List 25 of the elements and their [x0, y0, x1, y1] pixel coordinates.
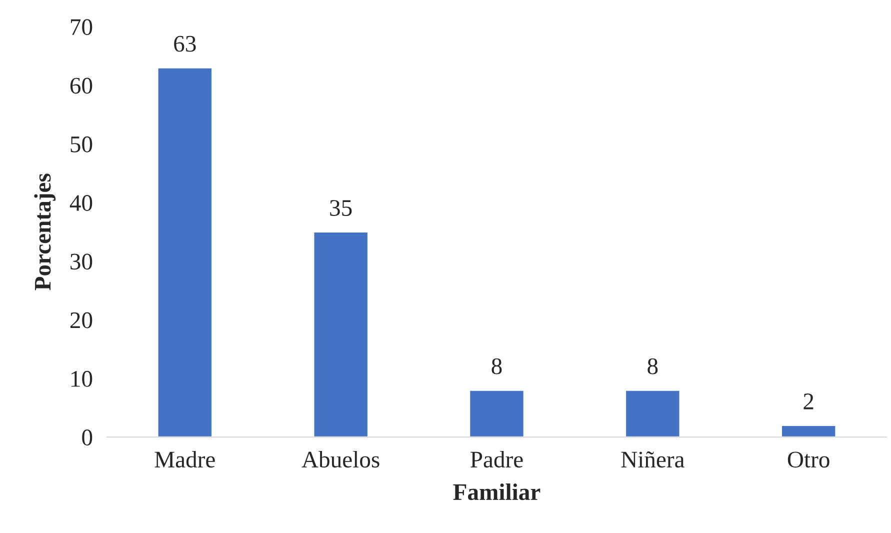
x-tick-label: Madre	[154, 450, 215, 468]
data-label: 63	[174, 36, 196, 52]
x-tick-label: Otro	[788, 452, 830, 468]
y-tick-label: 20	[70, 312, 92, 328]
x-tick-label: Padre	[470, 450, 523, 468]
bar	[156, 66, 213, 438]
bar	[312, 231, 369, 438]
x-axis-title: Familiar	[453, 483, 540, 500]
y-tick-label: 30	[70, 254, 92, 270]
y-axis-title: Porcentajes	[34, 174, 56, 290]
data-label: 35	[330, 200, 352, 216]
data-label: 8	[492, 358, 502, 374]
data-label: 8	[648, 358, 658, 374]
y-tick-label: 70	[70, 19, 92, 36]
bar	[624, 389, 681, 438]
x-tick-label: Abuelos	[302, 450, 380, 468]
y-tick-label: 0	[82, 430, 92, 446]
x-tick-label: Niñera	[621, 451, 684, 468]
bar	[780, 424, 837, 438]
bar	[468, 389, 525, 438]
y-tick-label: 10	[71, 370, 92, 387]
y-tick-label: 50	[70, 136, 92, 152]
y-tick-label: 60	[70, 78, 92, 94]
y-tick-label: 40	[70, 195, 92, 211]
data-label: 2	[804, 394, 814, 410]
